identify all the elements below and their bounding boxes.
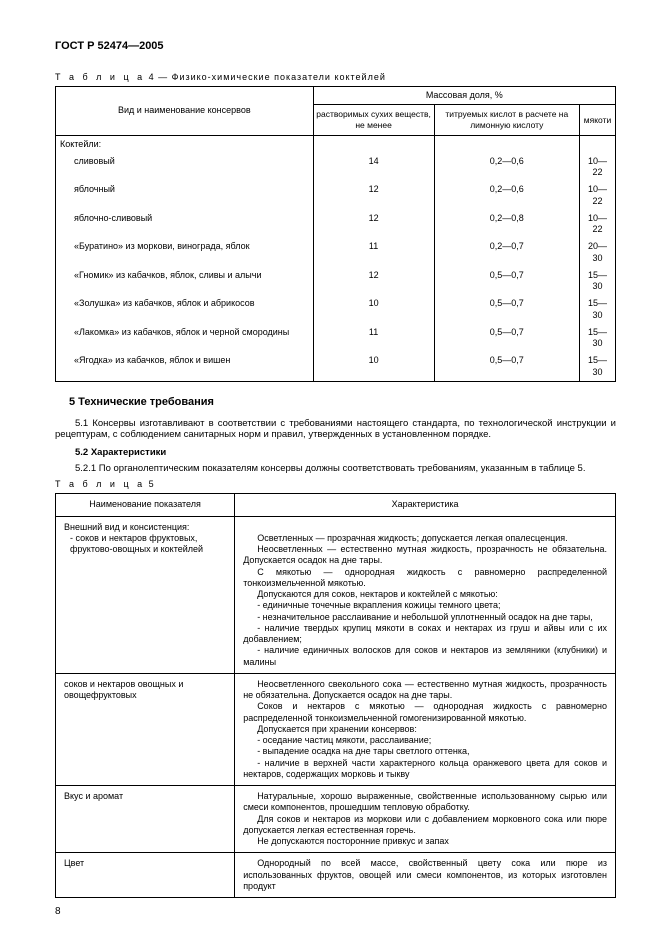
t4-header-name: Вид и наименование консервов: [56, 87, 314, 136]
table4: Вид и наименование консервов Массовая до…: [55, 86, 616, 382]
table-row: «Золушка» из кабачков, яблок и абрикосов…: [56, 295, 616, 324]
table-row: «Ягодка» из кабачков, яблок и вишен100,5…: [56, 352, 616, 381]
table-row: «Буратино» из моркови, винограда, яблок1…: [56, 238, 616, 267]
table-row: «Лакомка» из кабачков, яблок и черной см…: [56, 324, 616, 353]
t4-sub3: мякоти: [580, 105, 616, 135]
table5: Наименование показателя Характеристика В…: [55, 493, 616, 898]
table-row: «Гномик» из кабачков, яблок, сливы и алы…: [56, 267, 616, 296]
t5-col1: Наименование показателя: [56, 494, 235, 516]
t4-header-mass: Массовая доля, %: [313, 87, 615, 105]
page: ГОСТ Р 52474—2005 Т а б л и ц а 4 — Физи…: [0, 0, 661, 936]
table-row: яблочный120,2—0,610—22: [56, 181, 616, 210]
para-5-1: 5.1 Консервы изготавливают в соответстви…: [55, 418, 616, 442]
t5-col2: Характеристика: [235, 494, 616, 516]
t4-sub1: растворимых сухих веществ, не менее: [313, 105, 434, 135]
table4-caption-word: Т а б л и ц а: [55, 72, 145, 82]
table4-caption-rest: 4 — Физико-химические показатели коктейл…: [145, 72, 386, 82]
table5-caption-rest: 5: [145, 479, 155, 489]
t4-sub2: титруемых кислот в расчете на лимонную к…: [434, 105, 579, 135]
table-row: соков и нектаров овощных и овощефруктовы…: [56, 673, 616, 785]
page-number: 8: [55, 906, 61, 919]
table-row: сливовый140,2—0,610—22: [56, 153, 616, 182]
section5-heading: 5 Технические требования: [69, 396, 616, 410]
table-row: Вкус и ароматНатуральные, хорошо выражен…: [56, 786, 616, 853]
table-row: Внешний вид и консистенция:- соков и нек…: [56, 516, 616, 673]
table-row: ЦветОднородный по всей массе, свойственн…: [56, 853, 616, 898]
table5-caption-word: Т а б л и ц а: [55, 479, 145, 489]
para-5-2-1: 5.2.1 По органолептическим показателям к…: [55, 463, 616, 475]
document-id: ГОСТ Р 52474—2005: [55, 40, 616, 54]
table5-caption: Т а б л и ц а 5: [55, 479, 616, 490]
table4-caption: Т а б л и ц а 4 — Физико-химические пока…: [55, 72, 616, 83]
heading-5-2: 5.2 Характеристики: [75, 447, 616, 459]
table-row: яблочно-сливовый120,2—0,810—22: [56, 210, 616, 239]
